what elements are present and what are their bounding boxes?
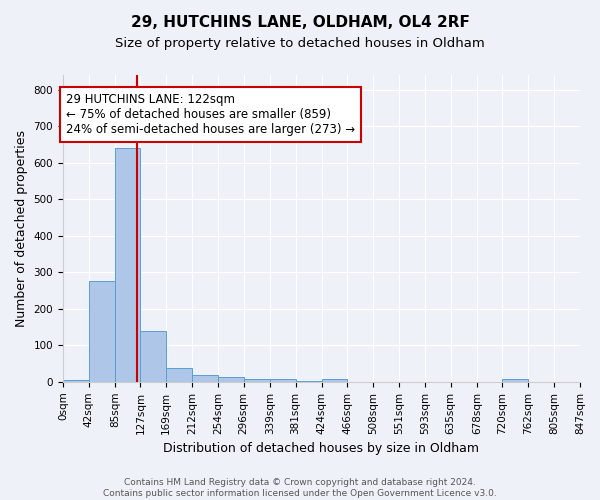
Bar [296, 380, 322, 382]
Bar [63, 380, 89, 382]
Bar [89, 282, 115, 382]
Bar [580, 380, 600, 382]
Bar [270, 379, 296, 382]
Text: Size of property relative to detached houses in Oldham: Size of property relative to detached ho… [115, 38, 485, 51]
Bar [115, 148, 140, 382]
Text: 29 HUTCHINS LANE: 122sqm
← 75% of detached houses are smaller (859)
24% of semi-: 29 HUTCHINS LANE: 122sqm ← 75% of detach… [66, 94, 355, 136]
X-axis label: Distribution of detached houses by size in Oldham: Distribution of detached houses by size … [163, 442, 479, 455]
Bar [166, 368, 193, 382]
Bar [218, 377, 244, 382]
Text: Contains HM Land Registry data © Crown copyright and database right 2024.
Contai: Contains HM Land Registry data © Crown c… [103, 478, 497, 498]
Bar [322, 379, 347, 382]
Bar [244, 379, 270, 382]
Bar [193, 374, 218, 382]
Text: 29, HUTCHINS LANE, OLDHAM, OL4 2RF: 29, HUTCHINS LANE, OLDHAM, OL4 2RF [131, 15, 469, 30]
Y-axis label: Number of detached properties: Number of detached properties [15, 130, 28, 327]
Bar [502, 379, 528, 382]
Bar [140, 330, 166, 382]
